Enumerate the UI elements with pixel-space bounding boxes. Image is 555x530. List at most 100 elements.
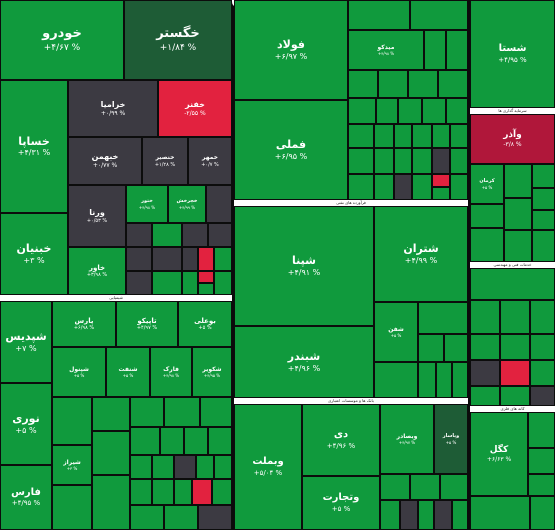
tile-khgostar[interactable]: خگستر +۱/۸۴ % [124,0,232,80]
tile-rm-s10[interactable] [530,360,555,386]
tile-takpico[interactable]: تاپیکو +۴/۹۷ % [116,301,178,347]
tile-fars[interactable]: فارس +۴/۹۵ % [0,465,52,530]
tile-bank-s3[interactable] [440,474,468,500]
tile-rm-s12[interactable] [500,386,530,406]
tile-kerman[interactable]: کرمان +۵ % [470,164,504,204]
tile-metal-s10[interactable] [376,98,398,124]
tile-metal-s22[interactable] [394,148,412,174]
tile-foolad[interactable]: فولاد +۶/۹۷ % [234,0,348,100]
tile-bank-s6[interactable] [418,500,434,530]
tile-vader[interactable]: وآذر -۳/۸ % [470,114,555,164]
tile-chem-s23[interactable] [130,505,164,530]
tile-metal-s5[interactable] [348,70,378,98]
tile-chem-s18[interactable] [130,479,152,505]
tile-noori[interactable]: نوری +۵ % [0,383,52,465]
tile-rm-s2[interactable] [470,300,500,334]
tile-chem-s24[interactable] [164,505,198,530]
tile-kharamia[interactable]: خرامیا +۰/۹۹ % [68,80,158,137]
tile-metal-s6[interactable] [378,70,408,98]
tile-metal-s16[interactable] [394,124,412,148]
tile-small-auto-7[interactable] [152,247,182,271]
tile-pars[interactable]: پارس +۶/۹۸ % [52,301,116,347]
tile-inv-s3[interactable] [532,188,555,210]
tile-shafan[interactable]: شفن +۵ % [374,302,418,362]
tile-varna[interactable]: ورنا +۰/۵۳ % [68,185,126,247]
tile-metal-s26[interactable] [348,174,374,200]
tile-inv-s8[interactable] [504,230,532,262]
tile-metal-s24[interactable] [432,148,450,174]
tile-min-s2[interactable] [528,448,555,474]
tile-small-auto-16[interactable] [214,271,232,295]
tile-metal-s9[interactable] [348,98,376,124]
tile-metal-s25[interactable] [450,148,468,174]
tile-chem-s6[interactable] [52,485,92,530]
tile-metal-s23[interactable] [412,148,432,174]
tile-chem-s3[interactable] [130,397,164,427]
tile-shekavir[interactable]: شکویر +۴/۹۵ % [192,347,232,397]
tile-shebandar[interactable]: شبندر +۴/۹۶ % [234,326,374,398]
tile-small-auto-1[interactable] [206,185,232,223]
tile-bank-s5[interactable] [400,500,418,530]
tile-chem-s8[interactable] [92,475,130,530]
tile-ref-s7[interactable] [452,362,468,398]
tile-chem-s12[interactable] [208,427,232,455]
tile-khafnar[interactable]: خفنر -۲/۵۵ % [158,80,232,137]
tile-metal-s1[interactable] [348,0,410,30]
tile-rm-s1[interactable] [470,268,555,300]
tile-vtejarat[interactable]: وتجارت +۵ % [302,476,380,530]
tile-metal-s21[interactable] [374,148,394,174]
tile-small-auto-9[interactable] [198,247,214,271]
tile-metal-s18[interactable] [432,124,450,148]
tile-kefar[interactable]: فارک +۴/۹۸ % [150,347,192,397]
tile-chem-s10[interactable] [160,427,184,455]
tile-khodro[interactable]: خودرو +۴/۶۷ % [0,0,124,80]
tile-metal-s3[interactable] [424,30,446,70]
tile-khmehr[interactable]: خمهر +۰/۷ % [188,137,232,185]
tile-chem-s9[interactable] [130,427,160,455]
tile-metal-s2[interactable] [410,0,468,30]
tile-rm-s11[interactable] [470,386,500,406]
tile-shenavo[interactable]: شنفت +۵ % [106,347,150,397]
tile-chem-s1[interactable] [52,397,92,445]
tile-metal-s17[interactable] [412,124,432,148]
tile-metal-s19[interactable] [450,124,468,148]
tile-small-auto-15[interactable] [198,283,214,295]
tile-khbahman[interactable]: خبهمن +۰/۷۷ % [68,137,142,185]
tile-metal-s4[interactable] [446,30,468,70]
tile-rm-s8[interactable] [470,360,500,386]
tile-chem-s17[interactable] [214,455,232,479]
tile-inv-s5[interactable] [504,198,532,230]
tile-rm-s9[interactable] [500,360,530,386]
tile-vabmellat[interactable]: وبملت +۵/۰۴ % [234,404,302,530]
tile-small-auto-12[interactable] [152,271,182,295]
tile-small-auto-10[interactable] [214,247,232,271]
tile-metal-s27[interactable] [374,174,394,200]
tile-chem-s7[interactable] [92,431,130,475]
tile-small-auto-11[interactable] [126,271,152,295]
tile-metal-s7[interactable] [408,70,438,98]
tile-rm-s13[interactable] [530,386,555,406]
tile-rm-s5[interactable] [470,334,500,360]
tile-chem-s22[interactable] [212,479,232,505]
tile-inv-s1[interactable] [504,164,532,198]
tile-shpenvl[interactable]: شپنول +۵ % [52,347,106,397]
tile-chem-s16[interactable] [196,455,214,479]
tile-ref-s4[interactable] [374,362,418,398]
tile-midko[interactable]: میدکو +۴/۹۸ % [348,30,424,70]
tile-chem-s14[interactable] [152,455,174,479]
tile-ref-s1[interactable] [418,302,468,334]
tile-khenter[interactable]: خنصیر +۱/۲۸ % [142,137,188,185]
tile-small-auto-2[interactable] [126,223,152,247]
tile-chem-s4[interactable] [164,397,200,427]
tile-metal-s13[interactable] [446,98,468,124]
tile-shetran[interactable]: شتران +۴/۹۹ % [374,206,468,302]
tile-ref-s2[interactable] [418,334,444,362]
tile-di[interactable]: دی +۴/۹۶ % [302,404,380,476]
tile-bank-s2[interactable] [410,474,440,500]
tile-metal-s32[interactable] [450,174,468,200]
tile-chem-s19[interactable] [152,479,174,505]
tile-shpedis[interactable]: شپدیس +۷ % [0,301,52,383]
tile-metal-s20[interactable] [348,148,374,174]
tile-small-auto-6[interactable] [126,247,152,271]
tile-chem-s20[interactable] [174,479,192,505]
